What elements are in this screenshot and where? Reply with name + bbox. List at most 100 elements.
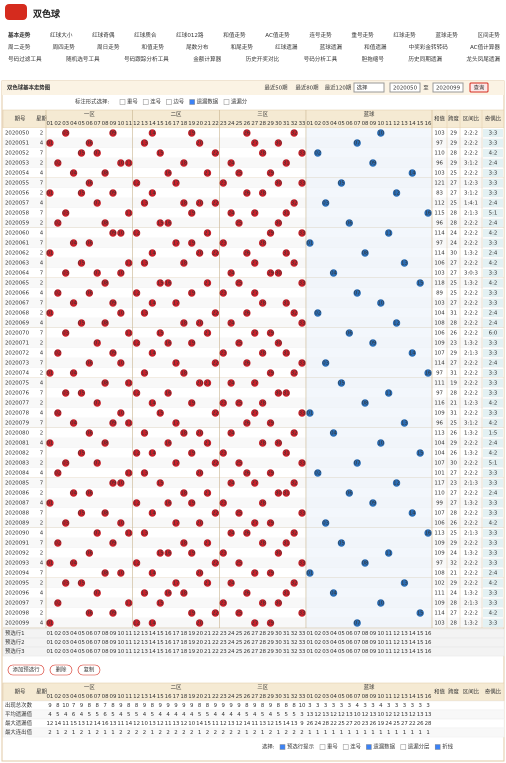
checkbox[interactable] [142,99,149,105]
zone_ratio: 2:2:2 [464,541,478,547]
nav-link[interactable]: AC值计算器 [469,45,500,51]
red-ball [132,449,141,457]
select-box[interactable] [353,82,385,93]
red-ball [298,609,306,617]
stats-value: 2 [229,730,232,736]
preselect-cell: 12 [133,631,140,637]
nav-link[interactable]: 和值遗漏 [364,45,387,51]
red-ball-number: 11 [125,161,132,167]
nav-link[interactable]: 号码跟踪分析工具 [124,57,169,63]
nav-link[interactable]: 重号走势 [351,33,374,39]
stats-bg [2,727,505,738]
checkbox[interactable] [119,99,126,105]
checkbox[interactable] [366,744,372,750]
checkbox[interactable] [223,99,230,105]
nav-link[interactable]: 历史开奖对比 [245,57,280,63]
button[interactable] [7,664,45,676]
red-ball-number: 04 [70,371,77,377]
preselect-cell: 16 [165,631,172,637]
nav-link[interactable]: 号码分析工具 [303,57,338,63]
stats-value: 15 [275,721,282,727]
nav-link[interactable]: 蓝球走势 [435,33,458,39]
nav-link[interactable]: 周四走势 [52,45,75,51]
odd_even: 3:3 [489,481,498,487]
zone_ratio: 2:2:2 [464,391,478,397]
button[interactable] [77,664,101,676]
red-ball-number: 30 [275,181,282,187]
odd-even-bg [483,149,503,157]
nav-link[interactable]: 号码过滤工具 [8,57,42,63]
options-label: 标注形式选择: [75,98,109,106]
blue-ball [306,409,314,417]
nav-link[interactable]: 龙头凤尾遗漏 [466,57,500,63]
nav-link[interactable]: 红球大小 [50,33,73,39]
query-button[interactable] [469,82,489,93]
checkbox[interactable] [342,744,349,750]
red-ball-number: 10 [117,161,124,167]
nav-link[interactable]: 胆拖缩号 [361,57,384,63]
nav-link[interactable]: 区间走势 [477,33,500,39]
nav-link[interactable]: 中奖彩金转转码 [408,45,448,51]
nav-link[interactable]: 红球012路 [176,33,204,39]
red-ball-number: 11 [125,471,132,477]
checkbox[interactable] [319,744,326,750]
nav-link[interactable]: 金额计算器 [193,57,222,63]
checkbox[interactable] [279,744,286,750]
red-ball [85,549,94,557]
red-ball-number: 08 [102,281,109,287]
nav-link[interactable]: 尾数分布 [186,45,209,51]
preselect-cell: 32 [291,649,298,655]
nav-link[interactable]: 和值走势 [141,45,164,51]
nav-link[interactable]: 和值走势 [223,33,246,39]
nav-link[interactable]: 周二走势 [8,45,31,51]
nav-link[interactable]: 红球遗漏 [275,45,298,51]
red-col-number: 18 [180,694,187,700]
preselect-cell: 15 [157,649,164,655]
nav-link[interactable]: 周日走势 [97,45,120,51]
button[interactable] [49,664,73,676]
to-input[interactable] [432,82,464,93]
blue-ball [377,129,385,137]
red-ball-number: 08 [102,171,109,177]
nav-link[interactable]: 蓝球遗漏 [319,45,342,51]
week: 7 [40,571,43,577]
red-ball-number: 31 [283,161,290,167]
red-ball [251,379,259,387]
nav-link[interactable]: 连号走势 [309,33,332,39]
stats-value: 12 [409,712,416,718]
from-input[interactable] [389,82,421,93]
red-col-number: 10 [117,121,124,127]
nav-link[interactable]: 和尾走势 [230,45,253,51]
red-col-number: 28 [259,694,266,700]
red-ball-number: 29 [267,271,274,277]
red-ball [251,619,259,627]
red-ball-number: 27 [251,411,258,417]
nav-link[interactable]: 基本走势 [8,33,31,39]
nav-link[interactable]: 红球质合 [134,33,157,39]
week: 2 [40,131,43,137]
red-ball [243,249,251,257]
sum: 111 [434,591,444,597]
red-col-number: 01 [47,694,54,700]
checkbox[interactable] [166,99,172,105]
preselect-cell: 21 [204,631,211,637]
checkbox-label: 重号 [127,98,138,106]
stats-value: 27 [346,721,353,727]
nav-link[interactable]: 历史同期遗漏 [408,57,442,63]
stats-value: 8 [56,703,60,709]
checkbox[interactable] [400,744,407,750]
span: 30 [450,251,457,257]
red-ball [195,429,204,437]
red-col-number: 01 [47,121,54,127]
checkbox[interactable] [189,99,195,105]
nav-link[interactable]: AC值走势 [265,33,290,39]
blue-ball-number: 15 [417,281,424,287]
checkbox[interactable] [434,744,441,750]
odd_even: 4:2 [489,151,498,157]
red-ball [274,439,283,447]
nav-link[interactable]: 红球走势 [393,33,416,39]
nav-link[interactable]: 红球奇偶 [92,33,115,39]
red-ball [148,619,157,627]
red-ball [266,169,275,177]
nav-link[interactable]: 随机选号工具 [66,57,100,63]
